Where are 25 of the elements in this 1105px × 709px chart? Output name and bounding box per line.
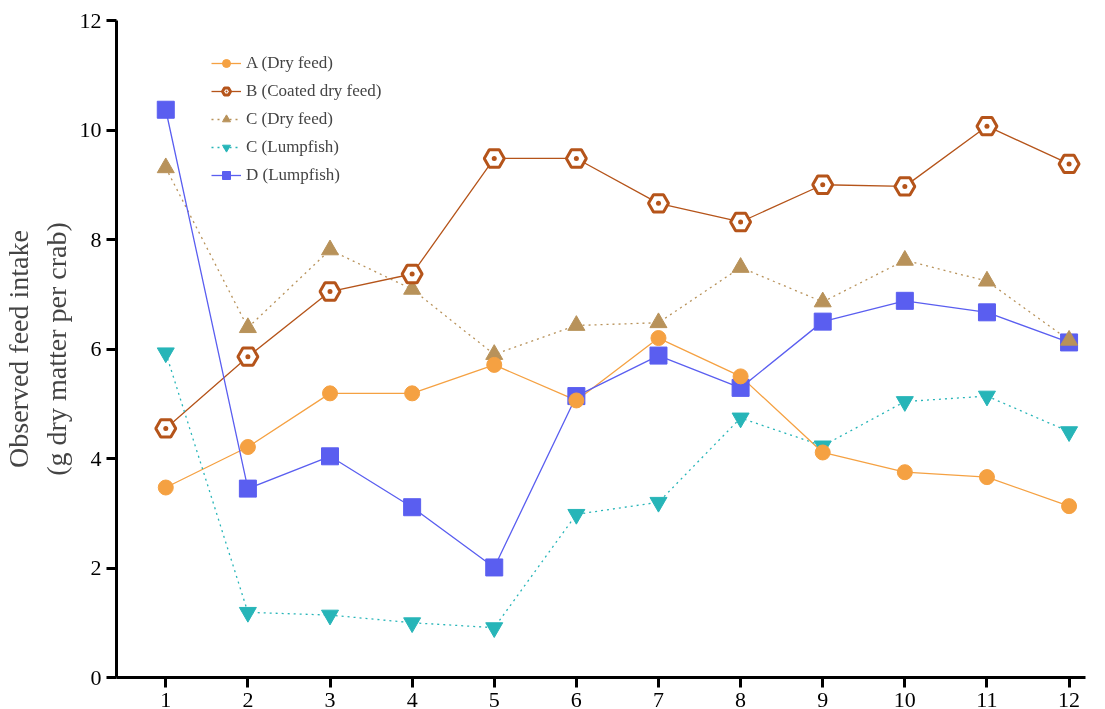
y-axis-title: Observed feed intake (g dry matter per crab) — [3, 222, 72, 476]
legend-label: C (Dry feed) — [246, 108, 333, 130]
y-tick-label: 4 — [90, 445, 102, 471]
y-tick-label: 10 — [79, 117, 102, 142]
x-tick-label: 2 — [242, 686, 254, 709]
x-tick-label: 6 — [570, 686, 582, 709]
x-tick-label: 7 — [652, 686, 664, 709]
y-tick-label: 8 — [90, 226, 102, 252]
y-tick-label: 12 — [79, 7, 102, 33]
legend-label: C (Lumpfish) — [246, 136, 340, 158]
x-tick-label: 4 — [406, 686, 418, 709]
x-tick-label: 12 — [1058, 686, 1081, 709]
x-tick-label: 11 — [976, 686, 998, 709]
x-tick-label: 8 — [735, 686, 747, 709]
y-tick-label: 2 — [90, 555, 102, 580]
legend-label: B (Coated dry feed) — [246, 80, 382, 102]
x-tick-label: 1 — [160, 686, 172, 709]
legend-label: D (Lumpfish) — [246, 164, 340, 186]
x-tick-label: 5 — [488, 686, 500, 709]
x-tick-label: 3 — [324, 686, 336, 709]
x-tick-label: 10 — [893, 686, 916, 709]
y-tick-label: 0 — [90, 664, 102, 690]
y-tick-label: 6 — [90, 336, 102, 361]
x-tick-label: 9 — [817, 686, 829, 709]
legend-label: A (Dry feed) — [246, 52, 333, 74]
